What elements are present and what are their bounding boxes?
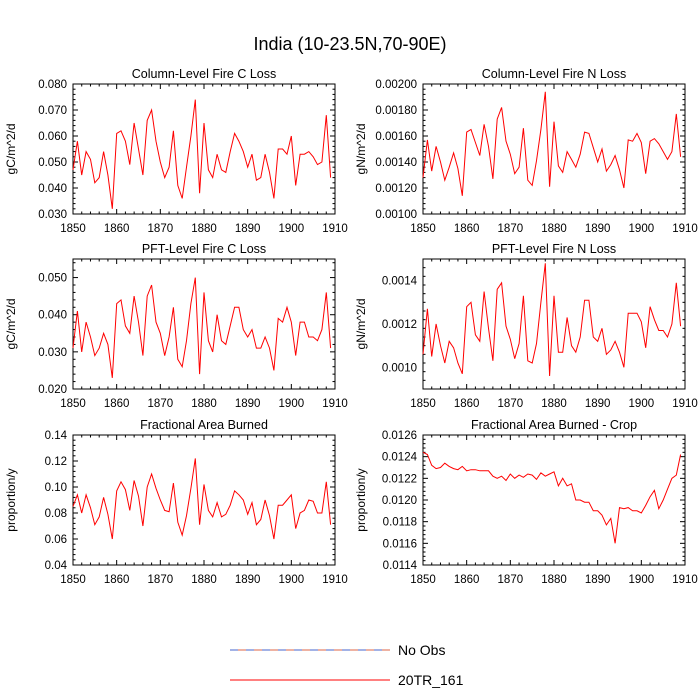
x-tick-label: 1900 bbox=[629, 223, 655, 235]
panel-frame bbox=[72, 434, 336, 566]
x-tick-label: 1870 bbox=[498, 223, 524, 235]
x-tick-label: 1870 bbox=[148, 398, 174, 410]
y-tick-label: 0.050 bbox=[38, 273, 67, 285]
y-tick-label: 0.00180 bbox=[375, 105, 417, 117]
x-tick-label: 1900 bbox=[279, 223, 305, 235]
x-tick-label: 1910 bbox=[322, 398, 348, 410]
y-tick-label: 0.0010 bbox=[382, 362, 417, 374]
y-tick-label: 0.14 bbox=[45, 430, 68, 442]
x-tick-label: 1860 bbox=[104, 398, 130, 410]
y-tick-label: 0.080 bbox=[38, 79, 67, 91]
x-tick-label: 1850 bbox=[410, 574, 436, 586]
y-tick-label: 0.0014 bbox=[382, 276, 418, 288]
y-axis-label: gC/m^2/d bbox=[4, 124, 18, 175]
x-tick-label: 1860 bbox=[454, 223, 480, 235]
x-tick-label: 1910 bbox=[672, 398, 698, 410]
y-tick-label: 0.06 bbox=[45, 534, 67, 546]
y-tick-label: 0.0120 bbox=[382, 495, 417, 507]
x-tick-label: 1890 bbox=[585, 223, 611, 235]
x-tick-label: 1860 bbox=[454, 398, 480, 410]
panel-frame bbox=[72, 83, 336, 215]
x-tick-label: 1880 bbox=[191, 223, 217, 235]
x-tick-label: 1910 bbox=[672, 223, 698, 235]
y-tick-label: 0.050 bbox=[38, 157, 67, 169]
x-tick-label: 1890 bbox=[235, 574, 261, 586]
series-line-20tr-161 bbox=[72, 99, 332, 209]
y-tick-label: 0.070 bbox=[38, 105, 67, 117]
panel-title: Fractional Area Burned bbox=[140, 418, 268, 432]
y-tick-label: 0.00140 bbox=[375, 157, 417, 169]
y-tick-label: 0.0012 bbox=[382, 319, 417, 331]
x-tick-label: 1880 bbox=[541, 398, 567, 410]
y-tick-label: 0.12 bbox=[45, 456, 67, 468]
series-line-20tr-161 bbox=[422, 263, 682, 377]
y-axis-label: proportion/y bbox=[354, 468, 368, 531]
y-tick-label: 0.0122 bbox=[382, 473, 417, 485]
panel-title: PFT-Level Fire C Loss bbox=[142, 242, 266, 256]
y-tick-label: 0.04 bbox=[45, 560, 68, 572]
x-tick-label: 1870 bbox=[498, 574, 524, 586]
y-tick-label: 0.020 bbox=[38, 384, 67, 396]
y-axis-label: gN/m^2/d bbox=[354, 299, 368, 350]
y-tick-label: 0.0126 bbox=[382, 430, 417, 442]
x-tick-label: 1860 bbox=[104, 574, 130, 586]
y-tick-label: 0.030 bbox=[38, 209, 67, 221]
y-tick-label: 0.030 bbox=[38, 347, 67, 359]
figure-title: India (10-23.5N,70-90E) bbox=[253, 34, 447, 54]
x-tick-label: 1890 bbox=[585, 398, 611, 410]
x-tick-label: 1910 bbox=[322, 223, 348, 235]
x-tick-label: 1870 bbox=[148, 223, 174, 235]
y-tick-label: 0.0114 bbox=[383, 560, 418, 572]
y-tick-label: 0.00100 bbox=[375, 209, 417, 221]
x-tick-label: 1900 bbox=[279, 574, 305, 586]
x-tick-label: 1910 bbox=[672, 574, 698, 586]
x-tick-label: 1900 bbox=[279, 398, 305, 410]
y-tick-label: 0.040 bbox=[38, 310, 67, 322]
x-tick-label: 1900 bbox=[629, 398, 655, 410]
x-tick-label: 1890 bbox=[585, 574, 611, 586]
y-tick-label: 0.00160 bbox=[375, 131, 417, 143]
y-axis-label: proportion/y bbox=[4, 468, 18, 531]
y-tick-label: 0.00200 bbox=[375, 79, 417, 91]
panel-title: Column-Level Fire C Loss bbox=[132, 67, 277, 81]
panel-title: Fractional Area Burned - Crop bbox=[471, 418, 637, 432]
y-tick-label: 0.10 bbox=[45, 482, 67, 494]
y-tick-label: 0.040 bbox=[38, 183, 67, 195]
y-tick-label: 0.060 bbox=[38, 131, 67, 143]
x-tick-label: 1910 bbox=[322, 574, 348, 586]
y-tick-label: 0.08 bbox=[45, 508, 67, 520]
x-tick-label: 1890 bbox=[235, 223, 261, 235]
x-tick-label: 1850 bbox=[60, 398, 86, 410]
panel-title: Column-Level Fire N Loss bbox=[482, 67, 627, 81]
x-tick-label: 1860 bbox=[454, 574, 480, 586]
legend-label: 20TR_161 bbox=[398, 672, 464, 688]
x-tick-label: 1850 bbox=[410, 398, 436, 410]
panel-frame bbox=[422, 434, 686, 566]
x-tick-label: 1880 bbox=[541, 574, 567, 586]
x-tick-label: 1890 bbox=[235, 398, 261, 410]
x-tick-label: 1850 bbox=[410, 223, 436, 235]
y-axis-label: gN/m^2/d bbox=[354, 124, 368, 175]
series-line-20tr-161 bbox=[422, 451, 682, 544]
x-tick-label: 1850 bbox=[60, 223, 86, 235]
x-tick-label: 1870 bbox=[148, 574, 174, 586]
x-tick-label: 1870 bbox=[498, 398, 524, 410]
y-axis-label: gC/m^2/d bbox=[4, 299, 18, 350]
series-line-20tr-161 bbox=[72, 458, 332, 540]
y-tick-label: 0.0116 bbox=[383, 538, 417, 550]
y-tick-label: 0.00120 bbox=[375, 183, 417, 195]
x-tick-label: 1880 bbox=[191, 574, 217, 586]
y-tick-label: 0.0124 bbox=[382, 452, 418, 464]
x-tick-label: 1880 bbox=[541, 223, 567, 235]
y-tick-label: 0.0118 bbox=[383, 517, 417, 529]
x-tick-label: 1850 bbox=[60, 574, 86, 586]
series-line-20tr-161 bbox=[72, 277, 332, 378]
x-tick-label: 1860 bbox=[104, 223, 130, 235]
x-tick-label: 1880 bbox=[191, 398, 217, 410]
legend-label: No Obs bbox=[398, 642, 445, 658]
x-tick-label: 1900 bbox=[629, 574, 655, 586]
panel-title: PFT-Level Fire N Loss bbox=[492, 242, 616, 256]
series-line-20tr-161 bbox=[422, 91, 682, 196]
